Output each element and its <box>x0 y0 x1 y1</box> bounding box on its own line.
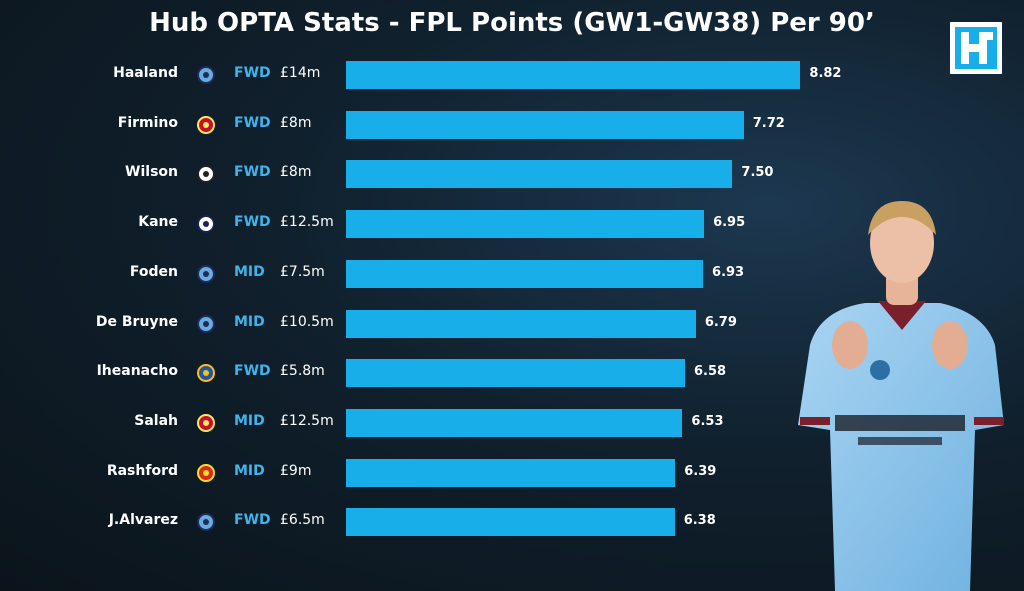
bar-row: Wilson FWD £8m 7.50 <box>0 160 900 189</box>
price-label: £12.5m <box>280 412 334 429</box>
position-label: MID <box>234 462 265 479</box>
bar-value-label: 6.93 <box>712 264 745 280</box>
bar <box>346 61 801 89</box>
tottenham-crest-icon <box>197 215 215 234</box>
position-label: FWD <box>234 512 271 529</box>
player-photo <box>798 201 1004 591</box>
man-city-crest-icon <box>197 513 215 532</box>
bar-row: Haaland FWD £14m 8.82 <box>0 61 900 89</box>
bar-row: Foden MID £7.5m 6.93 <box>0 259 900 288</box>
price-label: £14m <box>280 65 321 81</box>
position-label: MID <box>234 313 265 330</box>
bar-row: Rashford MID £9m 6.39 <box>0 458 900 487</box>
bar-value-label: 7.50 <box>741 165 774 181</box>
chart-title: Hub OPTA Stats - FPL Points (GW1-GW38) P… <box>149 8 875 38</box>
price-label: £10.5m <box>280 313 334 330</box>
price-label: £12.5m <box>280 214 334 231</box>
bar <box>346 309 696 338</box>
bar <box>346 508 675 537</box>
bar-row: J.Alvarez FWD £6.5m 6.38 <box>0 508 900 537</box>
price-label: £8m <box>280 164 312 181</box>
price-label: £9m <box>280 462 312 479</box>
man-city-crest-icon <box>197 264 215 283</box>
price-label: £6.5m <box>280 512 325 529</box>
position-label: FWD <box>234 164 271 181</box>
bar <box>346 160 733 189</box>
bar-value-label: 7.72 <box>752 115 785 131</box>
player-name-label: De Bruyne <box>95 313 178 330</box>
bar-value-label: 6.53 <box>691 413 724 429</box>
price-label: £5.8m <box>280 363 325 380</box>
bar-value-label: 6.39 <box>684 463 717 479</box>
player-name-label: Haaland <box>113 65 178 81</box>
price-label: £7.5m <box>280 263 325 280</box>
hub-logo-icon <box>950 22 1002 74</box>
man-united-crest-icon <box>197 463 215 482</box>
bar <box>346 210 705 239</box>
bar-row: De Bruyne MID £10.5m 6.79 <box>0 309 900 338</box>
player-name-label: Kane <box>138 214 178 231</box>
player-name-label: Firmino <box>117 114 178 131</box>
bar-row: Iheanacho FWD £5.8m 6.58 <box>0 359 900 388</box>
bar-value-label: 6.38 <box>683 513 716 529</box>
player-name-label: Rashford <box>106 462 178 479</box>
bar-row: Salah MID £12.5m 6.53 <box>0 408 900 437</box>
price-label: £8m <box>280 114 312 131</box>
bar-value-label: 6.58 <box>694 364 727 380</box>
man-city-crest-icon <box>197 66 215 84</box>
man-city-crest-icon <box>197 314 215 333</box>
player-name-label: Salah <box>134 412 178 429</box>
bar <box>346 110 744 139</box>
liverpool-crest-icon <box>197 413 215 432</box>
bar <box>346 359 685 388</box>
bar-row: Kane FWD £12.5m 6.95 <box>0 210 900 239</box>
player-name-label: Iheanacho <box>96 363 178 380</box>
bar-value-label: 8.82 <box>809 66 842 81</box>
newcastle-crest-icon <box>197 165 215 184</box>
position-label: MID <box>234 412 265 429</box>
bar <box>346 259 704 288</box>
position-label: FWD <box>234 114 271 131</box>
player-name-label: J.Alvarez <box>108 512 178 529</box>
position-label: FWD <box>234 65 271 81</box>
player-name-label: Foden <box>129 263 178 280</box>
bar-row: Firmino FWD £8m 7.72 <box>0 110 900 139</box>
position-label: FWD <box>234 214 271 231</box>
liverpool-crest-icon <box>197 115 215 134</box>
bar-value-label: 6.79 <box>704 314 737 330</box>
position-label: FWD <box>234 363 271 380</box>
leicester-crest-icon <box>197 364 215 383</box>
bar <box>346 408 683 437</box>
position-label: MID <box>234 263 265 280</box>
bar-value-label: 6.95 <box>713 215 746 231</box>
player-name-label: Wilson <box>125 164 178 181</box>
bar <box>346 458 676 487</box>
